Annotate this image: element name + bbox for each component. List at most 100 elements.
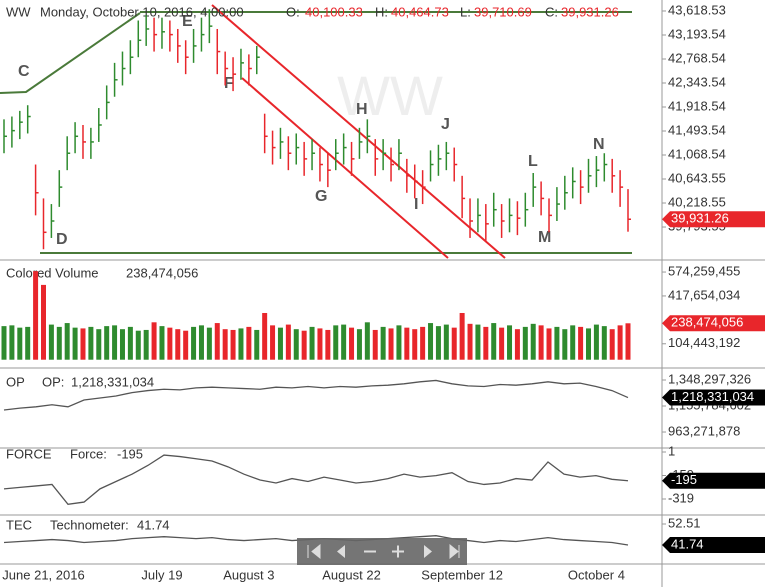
volume-bar: [183, 330, 189, 360]
volume-bar: [40, 284, 46, 360]
y-tick-label: 40,643.55: [668, 170, 726, 185]
y-tick-label: 574,259,455: [668, 263, 740, 278]
trend-line: [241, 77, 449, 259]
annotation: L: [528, 153, 538, 170]
annotation: F: [224, 75, 234, 92]
volume-bar: [127, 326, 133, 360]
volume-bar: [277, 327, 283, 360]
volume-bar: [238, 328, 244, 360]
volume-bar: [191, 326, 197, 360]
volume-bar: [435, 326, 441, 360]
volume-bar: [483, 326, 489, 360]
x-tick-label: July 19: [141, 567, 182, 582]
volume-bar: [404, 327, 410, 360]
volume-bar: [475, 324, 481, 360]
nav-zoom-in[interactable]: [392, 545, 404, 558]
datetime: Monday, October 10, 2016, 4:00:00: [40, 4, 244, 19]
volume-bar: [254, 329, 260, 360]
x-tick-label: October 4: [568, 567, 625, 582]
annotation: E: [182, 13, 193, 30]
volume-bar: [428, 323, 434, 360]
y-tick-label: 417,654,034: [668, 287, 740, 302]
panel-title: FORCE: [6, 446, 52, 461]
nav-next[interactable]: [424, 545, 432, 558]
panel-title: OP: [6, 374, 25, 389]
panel-value: 238,474,056: [126, 265, 198, 280]
volume-bar: [1, 326, 7, 360]
x-tick-label: August 22: [322, 567, 381, 582]
nav-last[interactable]: [449, 543, 460, 560]
last-value-label: 39,931.26: [671, 211, 729, 226]
y-tick-label: 42,768.54: [668, 50, 726, 65]
y-tick-label: 963,271,878: [668, 423, 740, 438]
ohlc-label: C:: [545, 4, 558, 19]
volume-bar: [48, 324, 54, 360]
volume-bar: [522, 326, 528, 360]
volume-bar: [578, 326, 584, 360]
volume-bar: [112, 325, 118, 360]
volume-bar: [96, 329, 102, 360]
last-value-label: 238,474,056: [671, 315, 743, 330]
last-value-box: [662, 211, 765, 228]
annotation: M: [538, 229, 551, 246]
annotation: C: [18, 63, 30, 80]
y-tick-label: 1,348,297,326: [668, 371, 751, 386]
watermark: WW: [337, 64, 443, 127]
volume-bar: [412, 329, 418, 360]
y-tick-label: 43,193.54: [668, 26, 726, 41]
volume-bar: [9, 325, 15, 360]
volume-bar: [372, 329, 378, 360]
volume-bar: [609, 329, 615, 360]
volume-bar: [593, 324, 599, 360]
nav-bar[interactable]: [297, 538, 467, 565]
volume-bar: [562, 329, 568, 360]
annotation: I: [414, 196, 418, 213]
volume-bar: [333, 325, 339, 360]
panel-legend: OP:: [42, 374, 64, 389]
volume-bar: [546, 328, 552, 360]
annotation: G: [315, 188, 327, 205]
nav-prev[interactable]: [337, 545, 345, 558]
volume-bar: [80, 328, 86, 360]
volume-bar: [491, 323, 497, 360]
volume-bar: [270, 325, 276, 360]
volume-bar: [143, 329, 149, 360]
volume-bar: [198, 325, 204, 360]
annotation: N: [593, 136, 605, 153]
volume-bar: [617, 325, 623, 360]
x-tick-label: June 21, 2016: [2, 567, 84, 582]
volume-bar: [601, 326, 607, 360]
volume-bar: [301, 330, 307, 360]
last-value-box: [662, 389, 765, 406]
ohlc-value: 39,710.69: [474, 4, 532, 19]
volume-bar: [206, 327, 212, 360]
last-value-label: 41.74: [671, 536, 704, 551]
y-tick-label: 43,618.53: [668, 2, 726, 17]
volume-bar: [459, 312, 465, 360]
volume-bar: [88, 326, 94, 360]
volume-bar: [467, 323, 473, 360]
volume-bar: [230, 329, 236, 360]
volume-bar: [356, 329, 362, 360]
ohlc-label: H:: [375, 4, 388, 19]
y-tick-label: 41,493.54: [668, 122, 726, 137]
volume-bar: [119, 329, 125, 360]
last-value-label: -195: [671, 472, 697, 487]
volume-bar: [72, 327, 78, 360]
volume-bar: [443, 324, 449, 360]
last-value-box: [662, 472, 765, 489]
ohlc-value: 40,100.33: [305, 4, 363, 19]
y-tick-label: 41,918.54: [668, 98, 726, 113]
volume-bar: [33, 271, 39, 360]
volume-bar: [570, 325, 576, 360]
nav-first[interactable]: [307, 543, 321, 560]
volume-bar: [396, 325, 402, 360]
volume-bar: [293, 329, 299, 360]
ohlc-value: 39,931.26: [561, 4, 619, 19]
annotation: H: [356, 101, 368, 118]
panel-value: 41.74: [137, 517, 170, 532]
trend-line: [0, 12, 141, 94]
volume-bar: [56, 326, 62, 360]
symbol: WW: [6, 4, 31, 19]
